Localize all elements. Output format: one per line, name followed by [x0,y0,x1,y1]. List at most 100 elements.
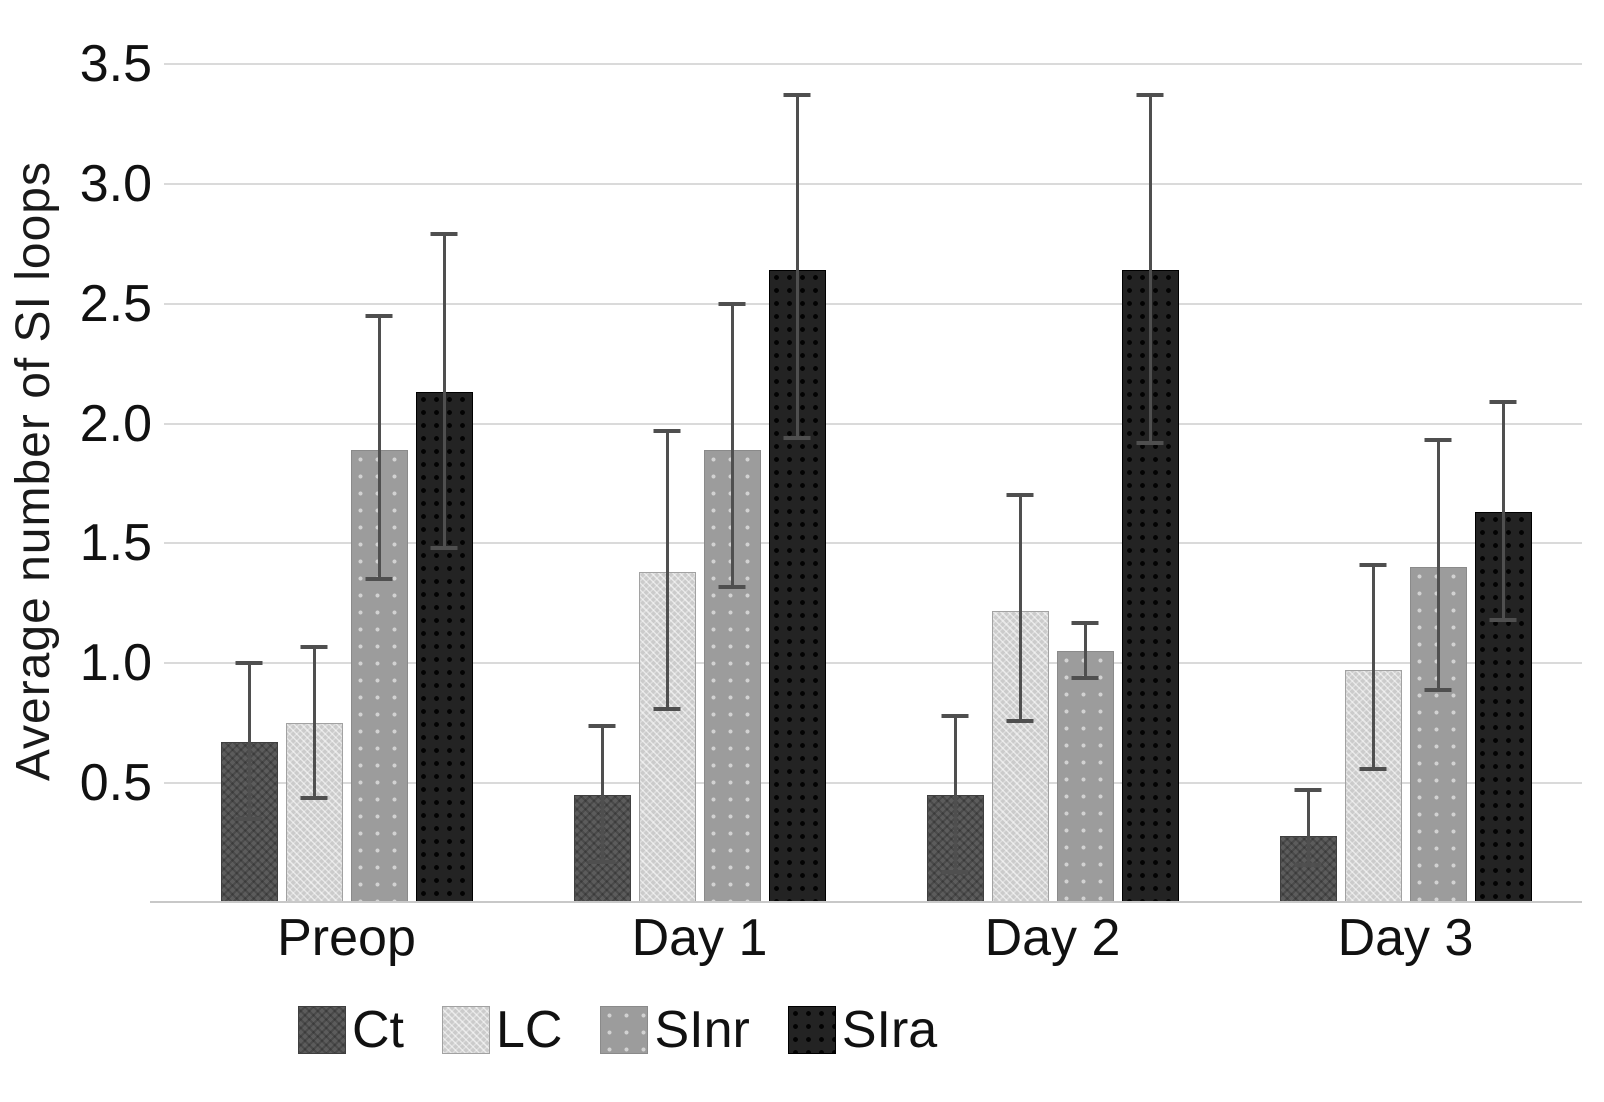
legend-item-sira: SIra [787,1000,938,1060]
error-bar-sinr-day-1 [730,303,734,587]
bar-sira-preop [415,392,473,903]
bar-cell-sinr-day-1 [703,40,761,903]
legend-label-sinr: SInr [654,1001,750,1059]
bar-cell-sinr-day-3 [1409,40,1467,903]
error-cap-bottom-sira-day-3 [1489,618,1517,623]
legend-swatch-ct [298,1006,346,1054]
gridline-2.0 [164,422,1582,425]
legend-item-ct: Ct [298,1000,404,1060]
error-cap-bottom-ct-day-1 [588,860,616,865]
legend-label-ct: Ct [352,1001,404,1059]
error-cap-top-ct-preop [235,661,263,666]
gridline-0.5 [164,782,1582,785]
error-cap-top-sira-day-2 [1136,93,1164,98]
error-bar-sira-preop [442,234,446,549]
error-cap-bottom-lc-day-3 [1359,766,1387,771]
error-bar-lc-day-1 [665,430,669,709]
bar-cell-ct-preop [220,40,278,903]
y-tick-label-2.5: 2.5 [79,274,152,333]
x-tick-preop: Preop [277,909,416,967]
error-bar-ct-day-1 [600,725,604,863]
error-cap-bottom-sira-day-2 [1136,440,1164,445]
x-axis-line [150,901,1582,903]
legend-label-lc: LC [496,1001,563,1059]
error-cap-top-sinr-day-3 [1424,438,1452,443]
error-bar-ct-day-3 [1306,790,1310,865]
error-cap-top-sira-day-1 [783,93,811,98]
error-bar-sinr-day-2 [1083,622,1087,678]
error-cap-top-lc-preop [300,644,328,649]
error-cap-top-sinr-day-2 [1071,620,1099,625]
y-tick-label-1.5: 1.5 [79,514,152,573]
bar-cell-sira-day-3 [1474,40,1532,903]
legend-swatch-lc [442,1006,490,1054]
bar-group-day-3 [1229,40,1582,903]
bar-group-preop [170,40,523,903]
legend-swatch-sinr [600,1006,649,1054]
gridline-3.0 [164,182,1582,185]
error-bar-sira-day-2 [1148,95,1152,443]
error-cap-top-lc-day-1 [653,428,681,433]
bar-cell-ct-day-2 [926,40,984,903]
error-bar-sira-day-3 [1501,402,1505,621]
bar-cell-lc-preop [285,40,343,903]
gridline-2.5 [164,302,1582,305]
error-bar-sinr-preop [377,315,381,580]
error-cap-bottom-lc-day-2 [1006,718,1034,723]
gridline-3.5 [164,62,1582,65]
error-cap-top-ct-day-3 [1294,788,1322,793]
bar-sira-day-1 [768,270,826,903]
error-cap-top-lc-day-2 [1006,493,1034,498]
error-cap-top-sira-day-3 [1489,399,1517,404]
y-tick-label-0.5: 0.5 [79,754,152,813]
error-cap-bottom-ct-day-2 [941,869,969,874]
bar-group-day-2 [876,40,1229,903]
bar-cell-lc-day-3 [1344,40,1402,903]
error-cap-top-ct-day-1 [588,723,616,728]
legend-label-sira: SIra [841,1001,938,1059]
error-bar-ct-preop [247,663,251,820]
bar-cell-sira-day-2 [1121,40,1179,903]
gridline-1.0 [164,662,1582,665]
gridline-1.5 [164,542,1582,545]
error-cap-bottom-sira-preop [430,546,458,551]
error-cap-top-ct-day-2 [941,714,969,719]
bar-cell-sinr-day-2 [1056,40,1114,903]
error-bar-lc-preop [312,646,316,798]
error-cap-bottom-ct-day-3 [1294,862,1322,867]
error-bar-sira-day-1 [795,95,799,438]
x-tick-day-2: Day 2 [984,909,1121,967]
error-cap-bottom-sira-day-1 [783,435,811,440]
error-bar-lc-day-3 [1371,565,1375,769]
legend-item-lc: LC [442,1000,562,1060]
error-bar-sinr-day-3 [1436,440,1440,690]
error-cap-bottom-sinr-preop [365,577,393,582]
legend-item-sinr: SInr [600,1000,750,1060]
bar-cell-ct-day-1 [573,40,631,903]
error-cap-top-sira-preop [430,232,458,237]
y-tick-label-3.0: 3.0 [79,154,152,213]
y-tick-label-1.0: 1.0 [79,634,152,693]
error-cap-bottom-lc-preop [300,795,328,800]
bar-cell-sira-day-1 [768,40,826,903]
bar-cell-sinr-preop [350,40,408,903]
bar-cell-lc-day-1 [638,40,696,903]
bar-cell-sira-preop [415,40,473,903]
error-cap-top-lc-day-3 [1359,563,1387,567]
error-cap-top-sinr-day-1 [718,301,746,306]
bar-group-day-1 [523,40,876,903]
plot-area [164,40,1582,903]
bar-sinr-day-2 [1056,651,1114,903]
error-cap-bottom-sinr-day-2 [1071,675,1099,680]
y-tick-label-2.0: 2.0 [79,394,152,453]
x-tick-day-3: Day 3 [1337,909,1474,967]
bar-sinr-day-3 [1409,567,1467,903]
error-bar-lc-day-2 [1018,495,1022,721]
error-cap-bottom-lc-day-1 [653,706,681,711]
x-tick-day-1: Day 1 [631,909,768,967]
x-axis-tick-labels: Preop Day 1 Day 2 Day 3 [170,908,1582,968]
y-tick-label-3.5: 3.5 [79,34,152,93]
error-cap-bottom-ct-preop [235,817,263,822]
error-cap-bottom-sinr-day-3 [1424,687,1452,692]
